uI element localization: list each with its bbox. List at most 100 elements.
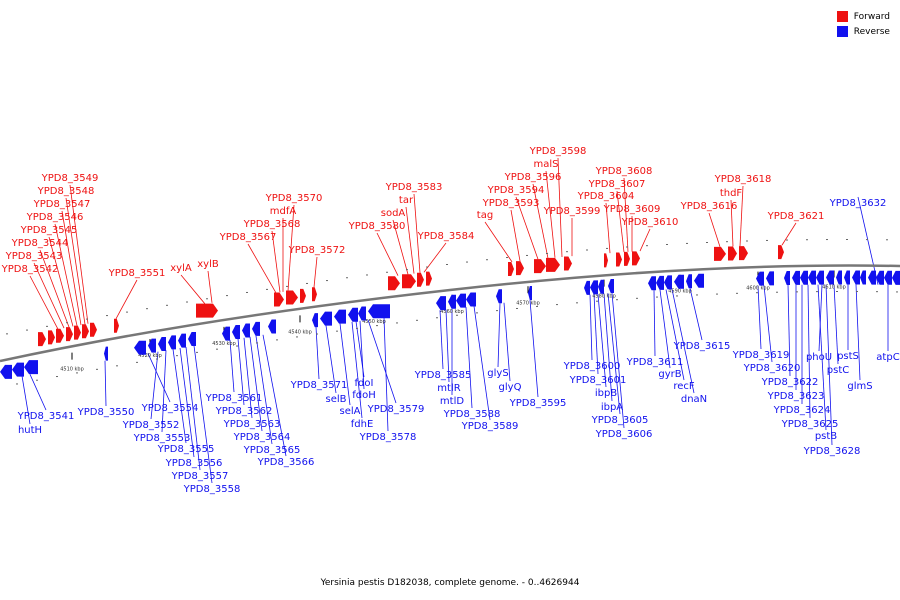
forward-leader-25 [515,196,539,260]
forward-leader-16 [313,256,318,288]
reverse-leader-24 [367,319,397,404]
forward-gene-5 [74,325,81,340]
reverse-gene-30 [598,279,604,294]
reverse-gene-38 [756,271,764,286]
label-leader-lines [21,157,889,484]
reverse-label-27: mtlR [437,383,460,394]
forward-gene-24 [616,252,622,267]
reverse-leader-31 [497,303,501,368]
reverse-leader-17 [262,334,287,457]
reverse-gene-47 [844,270,850,285]
reverse-label-52: YPD8_3628 [803,446,861,457]
reverse-leader-9 [179,347,195,458]
reverse-label-55: pstS [837,351,859,362]
reverse-label-37: ibpA [601,402,623,413]
forward-label-36: YPD8_3616 [680,201,738,212]
forward-gene-20 [534,259,546,274]
reverse-leader-36 [597,294,607,388]
reverse-leader-30 [473,306,491,421]
forward-gene-30 [778,245,784,260]
reverse-gene-18 [334,309,346,324]
scale-dashes [6,239,898,385]
tick-label-10: 4600 kbp [746,286,770,292]
reverse-gene-45 [826,270,834,285]
reverse-label-56: glmS [847,381,872,392]
forward-label-34: YPD8_3618 [714,174,772,185]
reverse-leader-32 [503,302,511,382]
reverse-label-18: YPD8_3571 [290,380,348,391]
reverse-leader-18 [315,326,320,380]
reverse-leader-7 [161,350,167,433]
reverse-gene-53 [892,270,900,285]
reverse-leader-39 [611,292,625,429]
forward-gene-4 [66,327,73,342]
reverse-leader-47 [787,284,791,377]
forward-leader-33 [639,228,651,252]
forward-leader-14 [271,230,281,293]
reverse-label-25: YPD8_3578 [359,432,417,443]
reverse-label-14: YPD8_3563 [223,419,281,430]
forward-leader-8 [29,275,59,330]
gene-labels: YPD8_3549 YPD8_3548 YPD8_3547 YPD8_3546 YPD8… [1,146,900,495]
forward-leader-10 [180,274,206,305]
reverse-leader-15 [249,336,263,432]
forward-label-4: YPD8_3546 [26,212,84,223]
reverse-gene-27 [528,286,532,301]
reverse-leader-43 [671,289,695,394]
forward-gene-1 [38,332,46,347]
reverse-gene-20 [358,306,366,321]
reverse-gene-5 [134,340,146,355]
forward-gene-29 [739,246,748,261]
forward-gene-13 [312,287,317,302]
forward-leader-37 [781,222,797,246]
tick-label-11: 4610 kbp [822,285,846,291]
reverse-label-33: YPD8_3595 [509,398,567,409]
forward-gene-27 [714,246,726,261]
reverse-gene-29 [590,280,598,295]
reverse-gene-40 [784,271,790,286]
forward-label-19: sodA [381,208,406,219]
reverse-label-54: pstC [827,365,849,376]
forward-leader-35 [730,199,734,247]
reverse-leader-27 [445,309,450,383]
forward-label-6: YPD8_3544 [11,238,69,249]
reverse-gene-21 [368,304,390,319]
forward-label-1: YPD8_3549 [41,173,99,184]
forward-label-18: tar [399,195,414,206]
forward-gene-21 [546,257,560,272]
reverse-gene-25 [466,292,476,307]
forward-gene-2 [48,330,55,345]
forward-leader-23 [545,170,556,258]
reverse-gene-24 [456,293,466,308]
forward-label-5: YPD8_3545 [20,225,78,236]
reverse-leader-25 [383,317,389,432]
reverse-leader-52 [825,284,833,446]
reverse-label-30: YPD8_3589 [461,421,519,432]
forward-leader-4 [54,223,78,326]
tick-label-6: 4560 kbp [440,309,464,315]
forward-label-30: YPD8_3607 [588,179,646,190]
reverse-label-46: YPD8_3620 [743,363,801,374]
reverse-gene-51 [876,270,884,285]
reverse-label-10: YPD8_3557 [171,471,229,482]
genome-backbone [0,264,900,363]
reverse-leader-56 [855,284,861,381]
reverse-gene-22 [436,296,446,311]
reverse-leader-37 [603,293,613,402]
forward-leader-15 [247,243,277,294]
forward-gene-6 [82,324,89,339]
reverse-label-45: YPD8_3619 [732,350,790,361]
reverse-label-6: YPD8_3552 [122,420,180,431]
reverse-label-53: phoU [806,352,832,363]
forward-label-35: thdF [720,188,743,199]
tick-label-4: 4540 kbp [288,329,312,335]
forward-leader-11 [207,270,213,303]
reverse-gene-35 [674,274,684,289]
reverse-gene-23 [448,294,456,309]
gene-arrows [0,245,900,379]
reverse-leader-10 [185,346,201,471]
forward-label-10: xylA [170,263,192,274]
reverse-leader-21 [351,321,363,419]
legend-reverse-label: Reverse [853,26,890,37]
